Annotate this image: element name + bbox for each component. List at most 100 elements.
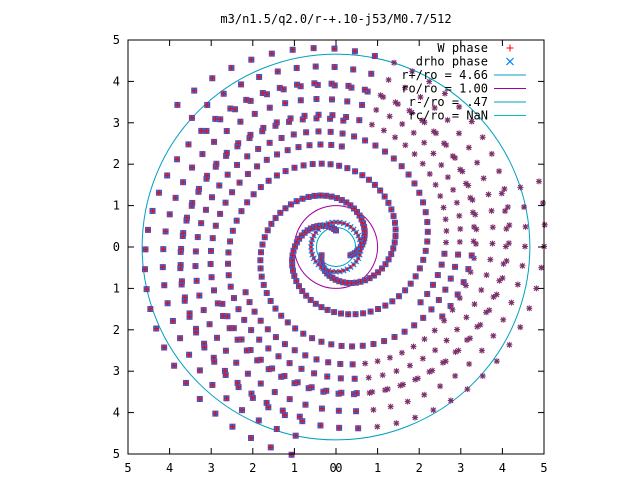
chart-title: m3/n1.5/q2.0/r-+.10-j53/M0.7/512	[220, 12, 451, 26]
drho-asterisk-point	[400, 381, 406, 388]
drho-asterisk-point	[437, 193, 443, 199]
drho-asterisk-point	[457, 295, 463, 301]
drho-asterisk-point	[466, 144, 472, 151]
y-tick-label: 1	[113, 281, 120, 295]
drho-asterisk-point	[421, 392, 427, 398]
y-tick-label: 1	[113, 199, 120, 213]
drho-asterisk-point	[374, 424, 380, 430]
drho-asterisk-point	[517, 184, 524, 191]
drho-asterisk-point	[420, 355, 426, 362]
drho-asterisk-point	[464, 386, 471, 392]
drho-asterisk-point	[449, 307, 456, 313]
drho-asterisk-point	[450, 153, 456, 159]
drho-asterisk-point	[392, 134, 398, 140]
x-tick-label: 2	[249, 461, 256, 475]
drho-asterisk-point	[432, 347, 438, 353]
drho-asterisk-point	[393, 368, 400, 374]
y-tick-label: 4	[113, 74, 120, 88]
drho-asterisk-point	[467, 269, 474, 275]
drho-asterisk-point	[420, 160, 426, 167]
drho-asterisk-point	[421, 336, 428, 342]
y-tick-label: 2	[113, 323, 120, 337]
drho-asterisk-point	[506, 240, 512, 246]
drho-asterisk-point	[467, 335, 473, 341]
drho-asterisk-point	[452, 373, 458, 379]
drho-asterisk-point	[442, 90, 448, 97]
drho-asterisk-point	[478, 287, 484, 293]
drho-asterisk-point	[480, 175, 487, 182]
drho-asterisk-point	[479, 347, 485, 354]
drho-asterisk-point	[415, 375, 421, 382]
drho-asterisk-point	[450, 187, 456, 193]
drho-asterisk-point	[470, 209, 476, 216]
drho-asterisk-point	[411, 130, 417, 136]
drho-asterisk-point	[399, 121, 405, 127]
drho-asterisk-point	[474, 159, 480, 166]
drho-asterisk-point	[470, 238, 477, 245]
drho-asterisk-point	[466, 361, 472, 367]
drho-asterisk-point	[496, 168, 502, 174]
drho-asterisk-point	[429, 367, 435, 374]
drho-asterisk-point	[457, 239, 463, 245]
drho-asterisk-point	[502, 208, 508, 214]
drho-asterisk-point	[430, 150, 437, 157]
drho-asterisk-point	[471, 301, 478, 307]
drho-asterisk-point	[369, 389, 375, 395]
drho-asterisk-point	[380, 372, 386, 378]
plot-area	[141, 45, 548, 458]
drho-asterisk-point	[519, 263, 526, 269]
drho-asterisk-point	[444, 117, 451, 123]
drho-asterisk-point	[402, 142, 409, 148]
drho-asterisk-point	[488, 208, 495, 214]
drho-asterisk-point	[419, 117, 425, 124]
drho-asterisk-point	[440, 204, 447, 211]
drho-asterisk-point	[506, 342, 513, 348]
drho-asterisk-point	[494, 291, 500, 298]
drho-asterisk-point	[483, 309, 489, 315]
x-tick-label: 5	[540, 461, 547, 475]
drho-asterisk-point	[441, 140, 447, 146]
drho-asterisk-point	[456, 104, 462, 110]
drho-asterisk-point	[477, 322, 483, 328]
drho-asterisk-point	[486, 307, 492, 313]
drho-asterisk-point	[454, 200, 460, 206]
drho-asterisk-point	[399, 350, 405, 356]
y-tick-label: 5	[113, 447, 120, 461]
drho-asterisk-point	[501, 186, 508, 192]
drho-asterisk-point	[472, 211, 478, 218]
x-tick-label: 4	[499, 461, 506, 475]
drho-asterisk-point	[487, 256, 493, 263]
y-tick-label: 3	[113, 364, 120, 378]
drho-asterisk-point	[485, 191, 492, 198]
drho-asterisk-point	[457, 226, 463, 232]
drho-asterisk-point	[480, 373, 486, 379]
drho-asterisk-point	[522, 224, 529, 230]
drho-asterisk-point	[500, 317, 506, 323]
drho-asterisk-point	[407, 362, 413, 369]
drho-asterisk-point	[437, 383, 443, 389]
drho-asterisk-point	[490, 224, 496, 230]
drho-asterisk-point	[430, 407, 436, 413]
x-tick-label: 0	[329, 461, 336, 475]
legend-marker-drho	[506, 57, 514, 66]
drho-asterisk-point	[388, 403, 394, 410]
drho-asterisk-point	[417, 94, 424, 100]
drho-asterisk-point	[443, 239, 449, 246]
drho-asterisk-point	[469, 118, 475, 125]
drho-asterisk-point	[499, 275, 506, 281]
y-tick-label: 4	[113, 406, 120, 420]
x-tick-label: 3	[457, 461, 464, 475]
drho-asterisk-point	[426, 78, 432, 85]
drho-asterisk-point	[456, 213, 462, 219]
drho-asterisk-point	[542, 222, 548, 228]
drho-asterisk-point	[381, 127, 387, 134]
drho-asterisk-point	[517, 324, 523, 330]
drho-asterisk-point	[432, 182, 439, 188]
legend-label: r-/ro = .47	[409, 95, 488, 109]
drho-asterisk-point	[373, 107, 379, 113]
legend-label: r+/ro = 4.66	[401, 68, 488, 82]
drho-asterisk-point	[454, 326, 460, 333]
y-tick-label: 5	[113, 33, 120, 47]
drho-asterisk-point	[362, 360, 368, 367]
